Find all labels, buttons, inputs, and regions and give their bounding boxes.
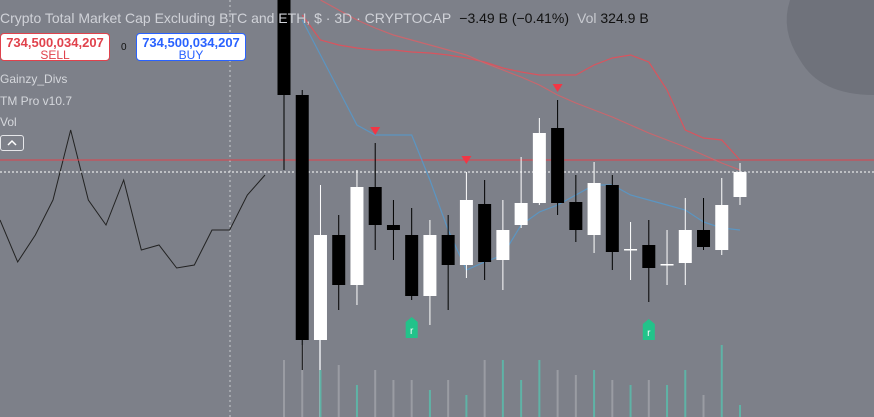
header: Crypto Total Market Cap Excluding BTC an… — [0, 10, 649, 26]
buy-signal — [405, 317, 418, 338]
shaded-region — [786, 0, 874, 95]
candle-body — [514, 203, 528, 225]
indicator-label[interactable]: Vol — [0, 115, 17, 129]
vol-value: 324.9 B — [600, 10, 649, 26]
sell-label: SELL — [40, 48, 70, 62]
candle-body — [551, 128, 565, 203]
buy-label: BUY — [178, 48, 204, 62]
candle-body — [386, 225, 400, 230]
candle-body — [605, 185, 619, 252]
candle-body — [459, 200, 473, 265]
indicator-label[interactable]: Gainzy_Divs — [0, 72, 68, 86]
buy-signal-label: r — [647, 328, 651, 339]
candle-body — [715, 205, 729, 250]
overlay-line — [301, 14, 741, 161]
collapse-button[interactable] — [0, 135, 24, 151]
sell-signal — [370, 127, 381, 135]
change: −3.49 B (−0.41%) — [459, 10, 570, 26]
vol-label: Vol — [577, 10, 597, 26]
candle-body — [697, 230, 711, 247]
sell-signal — [552, 84, 563, 92]
candle-body — [277, 0, 291, 95]
candle-body — [295, 95, 309, 340]
buy-signal-label: r — [410, 326, 414, 337]
candle-body — [405, 235, 419, 296]
buy-price: 734,500,034,207 — [142, 35, 240, 50]
candle-body — [478, 204, 492, 262]
candle-body — [368, 187, 382, 225]
candle-body — [587, 183, 601, 235]
candle-body — [496, 230, 510, 260]
candle-body — [332, 235, 346, 285]
oscillator-line — [0, 129, 266, 269]
overlay-line — [320, 0, 741, 171]
candle-body — [642, 245, 656, 268]
candle-body — [569, 202, 583, 230]
candle-body — [678, 230, 692, 263]
spread: 0 — [121, 42, 127, 53]
candle-body — [624, 249, 638, 251]
candle-body — [350, 187, 364, 285]
title: Crypto Total Market Cap Excluding BTC an… — [0, 10, 452, 26]
candle-body — [313, 235, 327, 340]
candle-body — [733, 172, 747, 197]
indicator-label[interactable]: TM Pro v10.7 — [0, 94, 73, 108]
candle-body — [660, 264, 674, 266]
candle-body — [532, 133, 546, 203]
sell-button[interactable]: 734,500,034,207 SELL — [0, 33, 110, 62]
candle-body — [423, 235, 437, 296]
sell-signal — [461, 156, 472, 164]
candle-body — [441, 235, 455, 265]
buy-signal — [642, 319, 655, 340]
buy-button[interactable]: 734,500,034,207 BUY — [136, 33, 246, 62]
sell-price: 734,500,034,207 — [6, 35, 104, 50]
overlay-line — [301, 19, 741, 271]
